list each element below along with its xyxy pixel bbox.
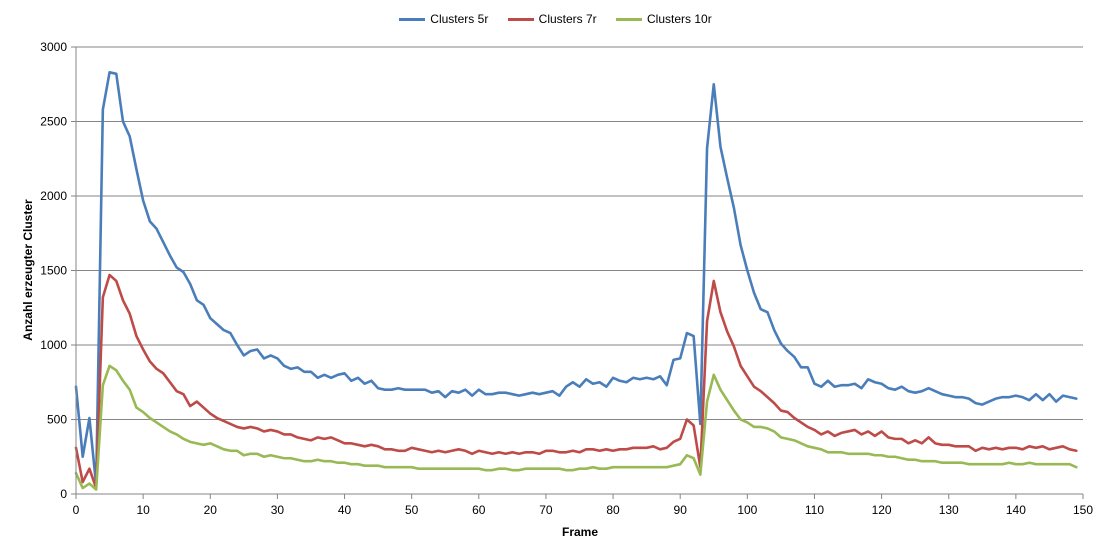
- legend-item-clusters-5r: Clusters 5r: [399, 12, 488, 26]
- x-tick-label-30: 30: [271, 503, 285, 517]
- series-line-clusters-10r: [74, 364, 1078, 491]
- x-tick-label-70: 70: [539, 503, 553, 517]
- x-tick-label-140: 140: [1006, 503, 1026, 517]
- y-tick-label-2000: 2000: [40, 189, 67, 203]
- x-tick-label-40: 40: [338, 503, 352, 517]
- legend: Clusters 5r Clusters 7r Clusters 10r: [0, 12, 1111, 26]
- legend-item-clusters-7r: Clusters 7r: [507, 12, 597, 26]
- x-tick-label-60: 60: [472, 503, 486, 517]
- x-tick-label-20: 20: [204, 503, 218, 517]
- x-tick-label-110: 110: [805, 503, 824, 517]
- x-tick-label-90: 90: [674, 503, 688, 517]
- y-axis-title: Anzahl erzeugter Cluster: [21, 199, 35, 341]
- x-tick-label-0: 0: [73, 503, 80, 517]
- legend-swatch-clusters-5r: [399, 18, 426, 22]
- series-line-clusters-5r: [74, 71, 1078, 487]
- y-tick-label-0: 0: [60, 487, 67, 501]
- x-tick-label-130: 130: [939, 503, 959, 517]
- legend-label-clusters-10r: Clusters 10r: [647, 12, 712, 26]
- series-layer: [74, 71, 1078, 491]
- x-tick-label-120: 120: [872, 503, 892, 517]
- y-tick-label-500: 500: [47, 413, 67, 427]
- x-tick-label-50: 50: [405, 503, 419, 517]
- legend-label-clusters-7r: Clusters 7r: [538, 12, 597, 26]
- x-tick-label-10: 10: [136, 503, 150, 517]
- grid-lines: [76, 46, 1083, 420]
- legend-swatch-clusters-7r: [507, 18, 534, 22]
- legend-item-clusters-10r: Clusters 10r: [616, 12, 712, 26]
- y-tick-label-1500: 1500: [40, 264, 67, 278]
- axes: 0 500 1000 1500 2000 2500 3000 0 10 20 30 40 50 60 70 8…: [40, 40, 1093, 517]
- x-axis-title: Frame: [562, 525, 598, 539]
- series-line-clusters-7r: [74, 273, 1078, 490]
- x-tick-label-150: 150: [1073, 503, 1093, 517]
- y-tick-label-1000: 1000: [40, 338, 67, 352]
- legend-label-clusters-5r: Clusters 5r: [430, 12, 489, 26]
- x-tick-label-80: 80: [606, 503, 620, 517]
- y-tick-label-2500: 2500: [40, 115, 67, 129]
- x-tick-label-100: 100: [737, 503, 757, 517]
- y-tick-label-3000: 3000: [40, 40, 67, 54]
- legend-swatch-clusters-10r: [616, 18, 643, 22]
